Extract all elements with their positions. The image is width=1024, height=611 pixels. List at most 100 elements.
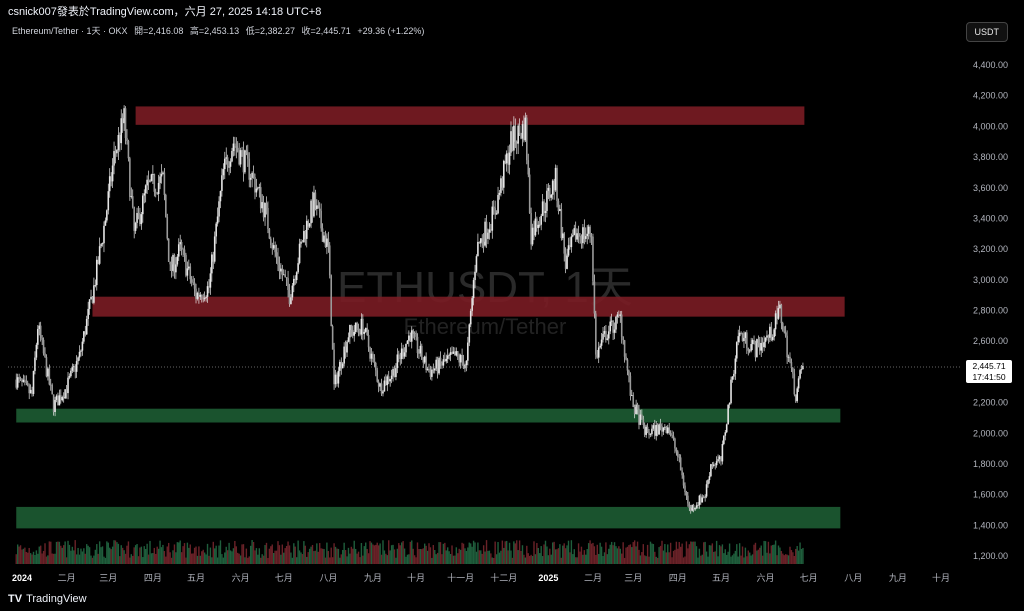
tradingview-logo[interactable]: TV TradingView: [8, 593, 87, 605]
candle-body: [515, 141, 518, 144]
candle-body: [656, 424, 659, 435]
time-tick-label: 七月: [275, 573, 293, 583]
time-tick-label: 二月: [58, 573, 76, 583]
volume-bar: [779, 547, 781, 564]
candle-body: [373, 357, 376, 363]
candle-body: [172, 255, 174, 271]
volume-bar: [695, 546, 698, 564]
candle-body: [244, 150, 246, 173]
candle-body: [87, 308, 89, 320]
high-value: 高=2,453.13: [189, 26, 240, 36]
price-axis[interactable]: 4,400.00 4,200.00 4,000.00 3,800.00 3,600.00…: [973, 60, 1008, 561]
volume-bar: [280, 554, 282, 564]
candle-body: [537, 224, 540, 229]
volume-bar: [711, 543, 714, 564]
volume-bar: [577, 543, 580, 564]
volume-bar: [134, 545, 137, 564]
volume-bar: [98, 541, 101, 564]
volume-bar: [773, 544, 775, 564]
volume-bar: [362, 555, 364, 564]
candle-body: [471, 298, 473, 311]
candle-body: [333, 349, 335, 385]
candle-body: [326, 238, 328, 248]
candle-body: [758, 342, 761, 351]
currency-button[interactable]: USDT: [965, 22, 1008, 42]
candle-body: [48, 368, 51, 385]
candle-body: [421, 345, 423, 360]
candle-body: [193, 282, 196, 289]
candle-body: [800, 369, 803, 371]
candle-body: [42, 339, 45, 354]
volume-bar: [90, 555, 92, 564]
volume-bar: [191, 553, 193, 564]
candle-body: [452, 351, 455, 354]
candle-body: [24, 379, 26, 382]
volume-bar: [142, 557, 144, 564]
last-price-tag: 2,445.71 17:41:50: [966, 360, 1012, 383]
volume-bar: [645, 556, 647, 564]
volume-bar: [392, 544, 394, 564]
volume-bar: [557, 548, 560, 564]
candle-body: [681, 470, 683, 476]
candle-body: [639, 414, 642, 425]
volume-bar: [380, 554, 383, 564]
candle-body: [488, 229, 491, 233]
candle-body: [65, 389, 68, 394]
candle-body: [737, 336, 740, 343]
volume-bar: [366, 548, 368, 564]
candle-body: [702, 497, 705, 499]
volume-bar: [523, 554, 525, 564]
price-tick-label: 3,000.00: [973, 275, 1008, 285]
volume-bar: [485, 540, 488, 564]
volume-bar: [408, 554, 410, 564]
candle-body: [349, 324, 351, 338]
time-tick-label: 九月: [364, 573, 382, 583]
candle-body: [618, 314, 620, 316]
volume-bar: [88, 547, 91, 564]
volume-bar: [239, 555, 242, 564]
volume-bar: [121, 547, 124, 564]
candle-body: [234, 143, 236, 147]
candle-body: [196, 292, 199, 299]
volume-bar: [329, 557, 331, 564]
volume-bar: [478, 550, 481, 564]
candle-body: [580, 236, 583, 244]
candle-body: [799, 370, 801, 379]
candle-body: [142, 195, 144, 215]
candle-body: [648, 432, 650, 435]
volume-bar: [713, 551, 715, 564]
volume-bar: [403, 548, 406, 564]
volume-bar: [786, 554, 788, 564]
volume-bar: [760, 545, 762, 564]
candle-body: [80, 350, 82, 352]
volume-bar: [655, 556, 657, 564]
volume-bars: [15, 540, 804, 564]
volume-bar: [444, 542, 446, 564]
tradingview-icon: TV: [8, 593, 23, 605]
volume-bar: [662, 550, 665, 564]
volume-bar: [160, 547, 163, 564]
candle-body: [638, 409, 640, 425]
volume-bar: [353, 540, 355, 564]
volume-bar: [744, 547, 747, 564]
candle-body: [459, 355, 462, 363]
volume-bar: [411, 540, 413, 564]
time-axis[interactable]: 2024 二月 三月 四月 五月 六月 七月 八月 九月 十月 十一月 十二月 2025 二月 三月 四月 五月…: [12, 572, 950, 583]
volume-bar: [390, 545, 393, 564]
volume-bar: [692, 541, 695, 564]
volume-bar: [402, 541, 404, 564]
volume-bar: [705, 551, 708, 564]
volume-bar: [382, 540, 384, 564]
volume-bar: [209, 547, 212, 564]
volume-bar: [166, 546, 168, 564]
candle-body: [610, 320, 613, 322]
volume-bar: [389, 550, 391, 564]
candle-body: [78, 351, 81, 358]
candle-body: [271, 244, 274, 249]
volume-bar: [70, 550, 72, 564]
candle-body: [293, 278, 295, 286]
volume-bar: [435, 554, 437, 564]
volume-bar: [651, 543, 653, 564]
volume-bar: [575, 557, 577, 564]
